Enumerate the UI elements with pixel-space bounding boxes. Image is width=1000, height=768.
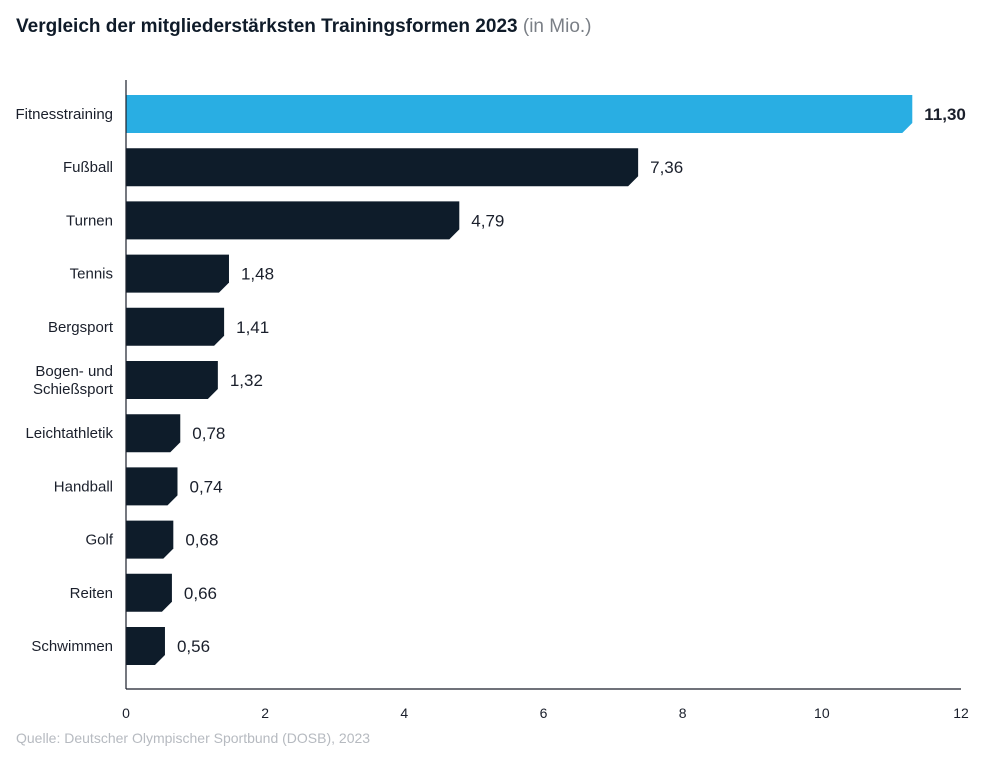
x-tick-label: 6 — [540, 705, 548, 721]
category-label: Handball — [54, 478, 113, 495]
category-label: Fitnesstraining — [15, 106, 113, 123]
source-note: Quelle: Deutscher Olympischer Sportbund … — [16, 730, 371, 746]
value-labels: 11,30 7,36 4,79 1,48 1,41 1,32 0,78 0,74 0,68 0,6… — [177, 105, 966, 656]
bar — [126, 627, 165, 665]
category-label: Turnen — [66, 212, 113, 229]
bar — [126, 573, 172, 612]
value-label: 1,41 — [236, 318, 269, 337]
value-label: 1,48 — [241, 265, 274, 284]
x-tick-label: 2 — [261, 705, 269, 721]
axes — [125, 80, 961, 690]
bar — [126, 414, 181, 453]
x-tick-label: 0 — [122, 705, 130, 721]
x-tick-label: 4 — [400, 705, 408, 721]
bar — [126, 467, 178, 506]
category-label: Fußball — [63, 159, 113, 176]
bar — [126, 148, 639, 187]
chart-title: Vergleich der mitgliederstärksten Traini… — [16, 16, 592, 38]
category-label: Schwimmen — [31, 638, 113, 655]
bar — [126, 361, 218, 399]
value-label: 0,56 — [177, 637, 210, 656]
category-labels: Fitnesstraining Fußball Turnen Tennis Bergsp… — [15, 106, 113, 655]
bar — [126, 254, 229, 293]
value-label: 0,68 — [185, 531, 218, 550]
value-label: 4,79 — [471, 211, 504, 230]
chart-title-unit: (in Mio.) — [522, 16, 592, 37]
bar — [126, 201, 460, 240]
value-label: 0,66 — [184, 584, 217, 603]
category-label: Bergsport — [48, 319, 114, 336]
category-label: Tennis — [70, 266, 113, 283]
x-tick-label: 12 — [953, 705, 969, 721]
x-tick-label: 8 — [679, 705, 687, 721]
chart-title-main: Vergleich der mitgliederstärksten Traini… — [16, 16, 518, 37]
category-label: Golf — [85, 532, 113, 549]
category-label: Bogen- und Schießsport — [33, 363, 114, 398]
value-label: 0,74 — [189, 477, 222, 496]
category-label: Leichtathletik — [25, 425, 113, 442]
bar — [126, 95, 913, 133]
x-tick-labels: 0 2 4 6 8 10 12 — [122, 705, 969, 721]
value-label: 11,30 — [924, 105, 966, 124]
bars-group — [126, 95, 913, 665]
value-label: 0,78 — [192, 424, 225, 443]
bar — [126, 307, 225, 346]
x-tick-label: 10 — [814, 705, 830, 721]
value-label: 7,36 — [650, 158, 683, 177]
value-label: 1,32 — [230, 371, 263, 390]
category-label: Reiten — [70, 585, 113, 602]
bar — [126, 520, 174, 559]
